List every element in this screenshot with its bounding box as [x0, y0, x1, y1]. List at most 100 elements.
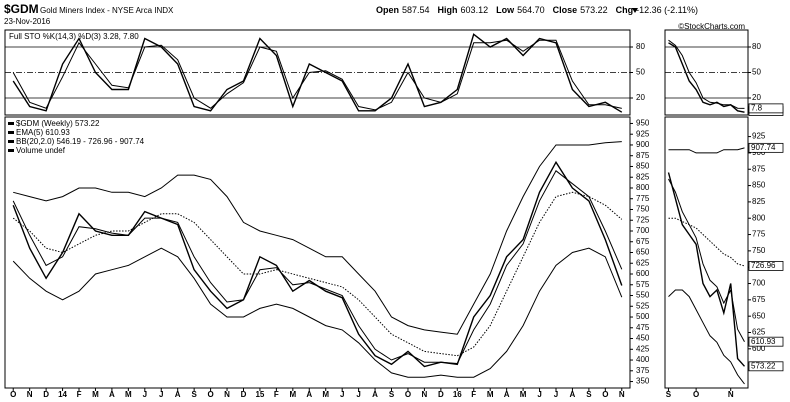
- quote-label: High: [438, 5, 458, 15]
- value-tag: 610.93: [751, 337, 776, 346]
- panel-border: [664, 116, 749, 389]
- value-tag-box: [748, 261, 784, 271]
- y-tick-label: 925: [752, 132, 766, 141]
- x-tick-label: J: [356, 390, 360, 399]
- quote-label: Chg: [616, 5, 634, 15]
- y-tick-label: 20: [636, 93, 645, 102]
- bollinger-middle: [12, 191, 623, 357]
- x-tick-label: O: [10, 390, 16, 399]
- quote-value: 573.22: [580, 5, 608, 15]
- y-tick-label: 800: [636, 183, 650, 192]
- y-tick-label: 600: [752, 344, 766, 353]
- x-tick-label: S: [666, 390, 672, 399]
- y-tick-label: 650: [752, 311, 766, 320]
- x-tick-label: O: [207, 390, 213, 399]
- bollinger-upper: [13, 141, 622, 335]
- x-tick-label: N: [27, 390, 33, 399]
- x-tick-label: M: [487, 390, 494, 399]
- y-tick-label: 750: [752, 246, 766, 255]
- x-tick-label: N: [224, 390, 230, 399]
- plot-area: [12, 141, 623, 378]
- y-tick-label: 625: [752, 328, 766, 337]
- legend-swatch: [8, 131, 14, 134]
- instrument-name: Gold Miners Index - NYSE Arca INDX: [40, 6, 174, 15]
- x-tick-label: O: [405, 390, 411, 399]
- x-tick-label: A: [306, 390, 312, 399]
- value-tag-box: [748, 142, 784, 153]
- x-tick-label: S: [586, 390, 592, 399]
- y-tick-label: 575: [636, 280, 650, 289]
- quote-value: -12.36 (-2.11%): [636, 5, 698, 15]
- down-arrow: [632, 8, 638, 13]
- value-tag: 726.96: [751, 261, 776, 270]
- value-tag: 7.8: [751, 103, 763, 112]
- y-tick-label: 900: [636, 140, 650, 149]
- quote-label: Close: [553, 5, 578, 15]
- y-tick-label: 800: [752, 213, 766, 222]
- bollinger-lower: [668, 289, 745, 385]
- y-tick-label: 475: [636, 323, 650, 332]
- y-tick-label: 350: [636, 377, 650, 386]
- bollinger-lower: [12, 247, 623, 378]
- y-tick-label: 50: [636, 68, 645, 77]
- x-tick-label: J: [554, 390, 558, 399]
- x-tick-label: M: [125, 390, 132, 399]
- legend-swatch: [8, 140, 14, 143]
- x-tick-label: M: [289, 390, 296, 399]
- bollinger-upper: [668, 147, 745, 154]
- y-tick-label: 600: [636, 269, 650, 278]
- y-tick-label: 825: [752, 197, 766, 206]
- x-tick-label: 15: [255, 390, 264, 399]
- x-tick-label: D: [43, 390, 49, 399]
- quote-value: 603.12: [461, 5, 489, 15]
- legend-swatch: [8, 149, 14, 152]
- x-tick-label: O: [693, 390, 699, 399]
- quote-line: Open 587.54 High 603.12 Low 564.70 Close 573.22…: [376, 5, 698, 15]
- y-tick-label: 950: [636, 119, 650, 128]
- y-tick-label: 80: [636, 42, 645, 51]
- quote-value: 587.54: [402, 5, 430, 15]
- y-tick-label: 450: [636, 334, 650, 343]
- y-tick-label: 525: [636, 301, 650, 310]
- x-tick-label: J: [340, 390, 344, 399]
- x-tick-label: O: [602, 390, 608, 399]
- x-tick-label: A: [504, 390, 510, 399]
- x-tick-label: J: [159, 390, 163, 399]
- x-tick-label: A: [570, 390, 576, 399]
- legend-entry: $GDM (Weekly) 573.22: [16, 119, 100, 128]
- overlay-line: [668, 39, 745, 109]
- y-tick-label: 80: [752, 42, 761, 51]
- x-tick-label: F: [77, 390, 82, 399]
- y-tick-label: 775: [752, 230, 766, 239]
- x-tick-label: J: [143, 390, 147, 399]
- x-tick-label: S: [389, 390, 395, 399]
- x-tick-label: N: [619, 390, 625, 399]
- x-tick-label: A: [175, 390, 181, 399]
- x-tick-label: M: [520, 390, 527, 399]
- y-tick-label: 20: [752, 93, 761, 102]
- y-tick-label: 850: [636, 162, 650, 171]
- x-tick-label: F: [471, 390, 476, 399]
- y-tick-label: 375: [636, 366, 650, 375]
- overlay-line: [12, 170, 623, 365]
- y-tick-label: 775: [636, 194, 650, 203]
- y-tick-label: 875: [752, 164, 766, 173]
- plot-area: [665, 39, 748, 113]
- x-tick-label: S: [191, 390, 197, 399]
- symbol: $GDM: [4, 2, 39, 16]
- price-line: [12, 33, 623, 113]
- x-tick-label: D: [438, 390, 444, 399]
- value-tag-box: [748, 336, 784, 347]
- overlay-line: [668, 178, 745, 342]
- quote-label: Low: [496, 5, 515, 15]
- value-tag-box: [748, 103, 784, 114]
- y-tick-label: 500: [636, 312, 650, 321]
- legend-entry: BB(20,2.0) 546.19 - 726.96 - 907.74: [16, 137, 145, 146]
- value-tag: 907.74: [751, 143, 776, 152]
- y-tick-label: 550: [636, 291, 650, 300]
- y-tick-label: 675: [636, 237, 650, 246]
- y-tick-label: 825: [636, 172, 650, 181]
- x-tick-label: D: [241, 390, 247, 399]
